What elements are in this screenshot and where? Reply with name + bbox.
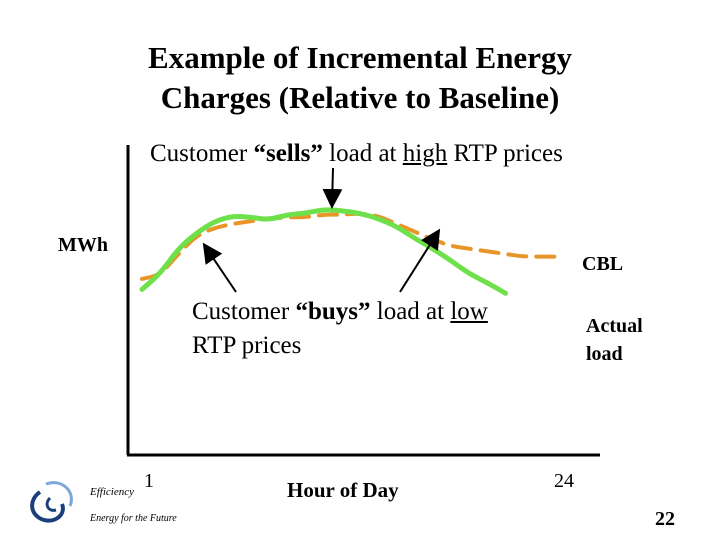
sells-arrow [322, 167, 343, 209]
annotation-arrows [202, 167, 441, 293]
cbl-series-label: CBL [582, 253, 624, 275]
logo-name: Efficiency [90, 486, 134, 498]
sells-annotation: Customer “sells” load at high RTP prices [150, 140, 563, 168]
y-axis-label: MWh [58, 234, 108, 256]
buys-arrow-right [399, 228, 441, 293]
x-axis-label: Hour of Day [287, 478, 399, 502]
buys-text-underline: low [450, 298, 488, 325]
chart-axes [126, 145, 600, 457]
buys-line-2: RTP prices [192, 332, 302, 359]
buys-annotation: Customer “buys” load at low RTP prices [192, 295, 488, 363]
buys-arrow-left [202, 242, 237, 293]
buys-text-mid: load at [370, 298, 451, 325]
buys-text-pre: Customer [192, 298, 296, 325]
sells-text-post: RTP prices [447, 140, 563, 167]
slide-title: Example of Incremental Energy Charges (R… [0, 38, 720, 118]
actual-load-label: Actual load [586, 312, 643, 368]
sells-text-pre: Customer [150, 140, 254, 167]
sells-text-mid: load at [322, 140, 403, 167]
logo-swirl-icon [30, 481, 73, 523]
series-line-actual-load [139, 207, 508, 296]
x-tick-label-end: 24 [554, 470, 574, 492]
page-number: 22 [655, 508, 675, 530]
buys-text-bold: “buys” [295, 298, 371, 325]
sells-text-underline: high [402, 140, 448, 167]
title-line-1: Example of Incremental Energy [148, 40, 572, 75]
title-line-2: Charges (Relative to Baseline) [160, 80, 560, 115]
buys-line-1: Customer “buys” load at low [192, 295, 488, 329]
logo-tagline: Energy for the Future [90, 513, 177, 524]
actual-label-line-2: load [586, 343, 623, 365]
actual-label-line-1: Actual [586, 315, 643, 337]
sells-text-bold: “sells” [253, 140, 323, 167]
series-layer [139, 207, 562, 296]
x-tick-label-start: 1 [144, 470, 154, 492]
